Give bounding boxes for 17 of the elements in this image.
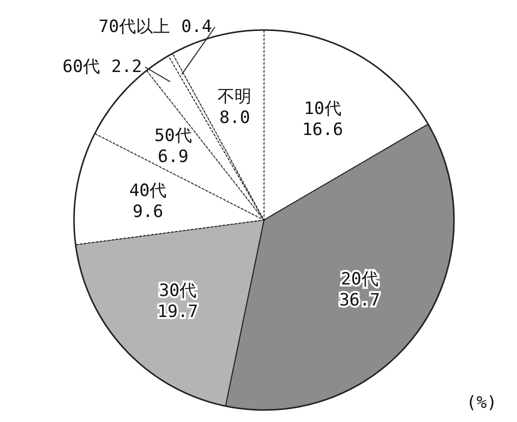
- slice-label: 50代: [154, 126, 192, 146]
- data-label: 9.6: [132, 202, 164, 222]
- data-label: 0.4: [181, 17, 212, 37]
- slice-label: 20代: [340, 270, 378, 290]
- text: (%): [466, 393, 497, 413]
- data-label: 19.7: [157, 302, 198, 322]
- data-label: 2.2: [111, 57, 142, 77]
- slice-label: 10代: [304, 98, 342, 119]
- data-label: 6.9: [158, 147, 188, 168]
- data-label: 36.7: [339, 290, 380, 311]
- data-label: 8.0: [219, 108, 250, 128]
- slice-label: 70代以上: [98, 17, 170, 37]
- slice-label: 30代: [158, 281, 196, 302]
- slice-label: 40代: [129, 180, 167, 201]
- data-label: 16.6: [302, 120, 344, 140]
- slice-label: 不明: [218, 86, 252, 107]
- slice-label: 60代: [62, 57, 100, 77]
